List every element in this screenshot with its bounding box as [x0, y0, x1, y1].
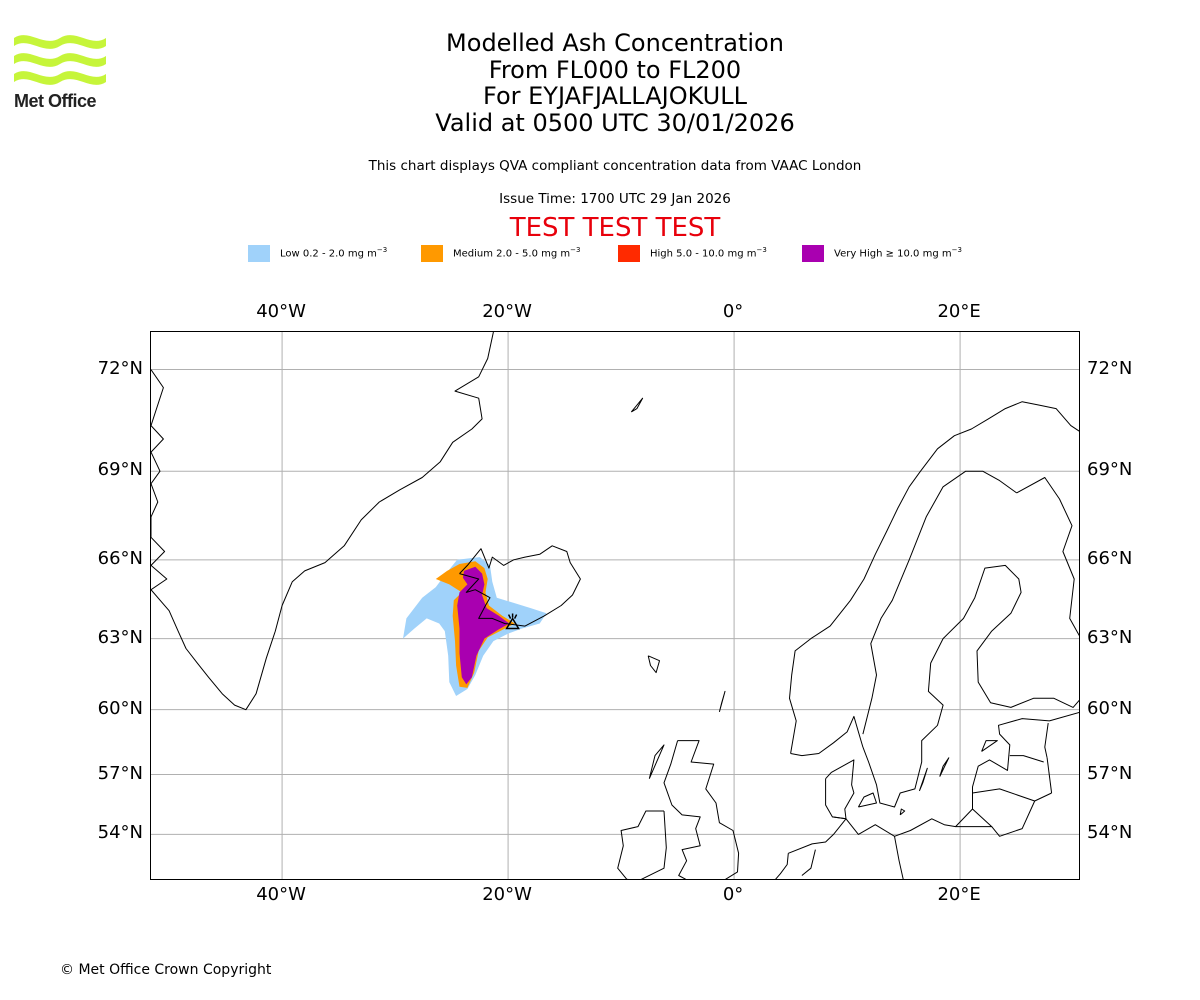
coastline-oland: [918, 767, 928, 792]
lat-tick-label-right: 63°N: [1087, 626, 1133, 648]
lat-tick-label-left: 69°N: [97, 459, 143, 481]
coastline-europe-north: [788, 711, 1079, 854]
lat-tick-label-right: 60°N: [1087, 697, 1133, 719]
gridlines: [151, 332, 1079, 879]
lat-tick-label-right: 72°N: [1087, 357, 1133, 379]
lon-tick-label-top: 40°W: [256, 301, 306, 322]
coastline-gotland: [939, 757, 950, 777]
logo-text: Met Office: [14, 91, 97, 111]
coastline-sweden-border: [862, 470, 1017, 735]
coastline-faroe: [647, 655, 660, 674]
coastline-scotland: [677, 740, 740, 879]
copyright-notice: © Met Office Crown Copyright: [60, 962, 272, 978]
volcano-marker: [505, 613, 520, 630]
coastline-baltic-border-1: [972, 788, 1052, 802]
coastline-baltic-border-2: [1009, 755, 1044, 763]
coastline-finland-border: [1016, 477, 1079, 637]
ash-layers: [403, 557, 547, 696]
met-office-wave-icon: [14, 35, 106, 85]
legend-label-high: High 5.0 - 10.0 mg m−3: [650, 246, 767, 260]
chart-subtitle: This chart displays QVA compliant concen…: [368, 158, 862, 174]
lon-tick-label-top: 20°E: [937, 301, 981, 322]
chart-title: Modelled Ash Concentration From FL000 to…: [0, 30, 1200, 136]
ash-concentration-map[interactable]: [150, 331, 1080, 880]
lon-tick-label-bottom: 0°: [722, 884, 744, 905]
lon-tick-label-bottom: 40°W: [256, 884, 306, 905]
coastline-estonia-russia: [1044, 723, 1049, 758]
coastline-norway-south: [790, 715, 864, 757]
map-canvas: [151, 332, 1079, 879]
lon-tick-label-bottom: 20°E: [937, 884, 981, 905]
volcano-icon: [505, 613, 520, 630]
met-office-logo: Met Office: [14, 30, 110, 114]
coastline-sweden-east: [862, 564, 1079, 808]
issue-time: Issue Time: 1700 UTC 29 Jan 2026: [499, 191, 731, 207]
lat-tick-label-left: 66°N: [97, 547, 143, 569]
coastline-saaremaa: [981, 740, 998, 752]
title-line-flight-levels: From FL000 to FL200: [488, 55, 742, 84]
title-line-main: Modelled Ash Concentration: [446, 29, 784, 57]
coastline-germany-denmark: [832, 816, 847, 820]
legend-label-medium: Medium 2.0 - 5.0 mg m−3: [453, 246, 581, 260]
lon-tick-label-top: 20°W: [482, 301, 532, 322]
lat-tick-label-left: 60°N: [97, 697, 143, 719]
coastline-zealand: [857, 792, 877, 808]
ash-area-very-high: [457, 566, 510, 685]
lat-tick-label-left: 72°N: [97, 357, 143, 379]
lat-tick-label-right: 57°N: [1087, 762, 1133, 784]
legend-label-low: Low 0.2 - 2.0 mg m−3: [280, 246, 388, 260]
legend-swatch-low: [248, 245, 270, 262]
legend-swatch-high: [618, 245, 640, 262]
lat-tick-label-left: 54°N: [97, 822, 143, 844]
legend-swatch-medium: [421, 245, 443, 262]
coastline-latvia-russia: [1046, 757, 1053, 794]
coastline-shetland: [718, 690, 726, 713]
lat-tick-label-left: 63°N: [97, 626, 143, 648]
coastline-ireland: [617, 810, 667, 879]
lon-tick-label-top: 0°: [722, 301, 744, 322]
coastline-poland-germany: [894, 836, 904, 879]
legend-label-very-high: Very High ≥ 10.0 mg m−3: [834, 246, 962, 260]
coastline-norway: [789, 401, 1079, 754]
coastline-greenland: [151, 332, 494, 711]
lon-tick-label-bottom: 20°W: [482, 884, 532, 905]
coastline-iceland: [459, 545, 581, 627]
coastline-germany-nl: [801, 849, 816, 876]
coastline-jan-mayen: [630, 397, 644, 413]
lat-tick-label-left: 57°N: [97, 762, 143, 784]
title-line-valid-time: Valid at 0500 UTC 30/01/2026: [435, 108, 795, 137]
legend-swatch-very-high: [802, 245, 824, 262]
coastline-lithuania-poland: [991, 800, 1036, 837]
title-line-volcano: For EYJAFJALLAJOKULL: [483, 82, 747, 110]
test-banner: TEST TEST TEST: [509, 213, 721, 243]
coastline-hebrides: [648, 744, 665, 779]
coastline-bornholm: [899, 808, 906, 816]
coastlines: [151, 332, 1079, 879]
coastline-uk-west: [663, 740, 701, 879]
lat-tick-label-right: 66°N: [1087, 547, 1133, 569]
coastline-denmark: [825, 759, 855, 820]
coastline-kaliningrad: [955, 808, 993, 828]
lat-tick-label-right: 69°N: [1087, 459, 1133, 481]
lat-tick-label-right: 54°N: [1087, 822, 1133, 844]
coastline-benelux: [775, 853, 789, 879]
